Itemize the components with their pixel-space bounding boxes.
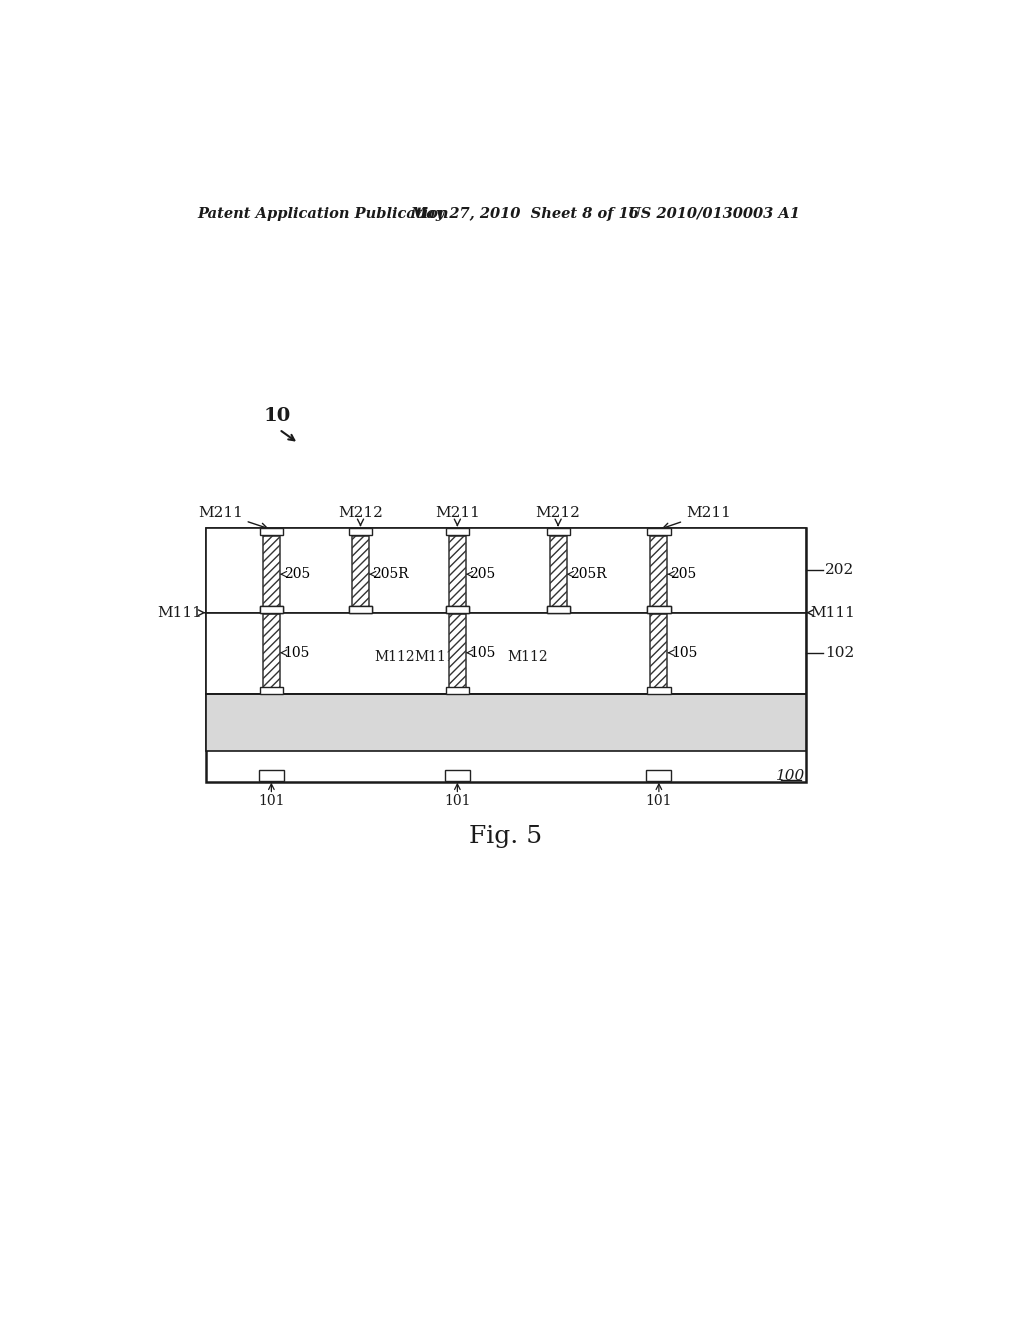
Bar [349, 528, 372, 535]
Bar [449, 536, 466, 611]
Text: May 27, 2010  Sheet 8 of 16: May 27, 2010 Sheet 8 of 16 [411, 207, 640, 220]
Text: M212: M212 [536, 506, 581, 525]
Text: 105: 105 [467, 645, 497, 660]
Bar [547, 528, 569, 535]
Bar [445, 686, 469, 694]
Text: US 2010/0130003 A1: US 2010/0130003 A1 [628, 207, 800, 220]
Bar [260, 606, 283, 612]
Text: 100: 100 [776, 770, 805, 783]
Bar [646, 770, 672, 780]
Text: M112: M112 [508, 649, 549, 664]
Bar [206, 612, 806, 693]
Bar [263, 614, 280, 692]
Text: 105: 105 [281, 645, 310, 660]
Text: 205: 205 [668, 568, 696, 581]
Bar [352, 536, 369, 611]
Bar [206, 528, 806, 781]
Text: 205: 205 [466, 568, 496, 581]
Text: M211: M211 [435, 506, 480, 525]
Text: 105: 105 [669, 645, 697, 660]
Bar [445, 770, 470, 780]
Bar [445, 528, 469, 535]
Bar [445, 606, 469, 612]
Bar [449, 614, 466, 692]
Bar [550, 536, 566, 611]
Bar [263, 536, 280, 611]
Text: Fig. 5: Fig. 5 [469, 825, 542, 847]
Bar [349, 606, 372, 612]
Text: M211: M211 [663, 506, 731, 529]
Text: 102: 102 [824, 645, 854, 660]
Bar [260, 606, 283, 612]
Text: 101: 101 [444, 795, 471, 808]
Bar [650, 536, 668, 611]
Bar [260, 528, 283, 535]
Text: 101: 101 [645, 795, 672, 808]
Bar [260, 686, 283, 694]
Bar [650, 614, 668, 692]
Bar [445, 606, 469, 612]
Bar [206, 693, 806, 751]
Bar [349, 606, 372, 612]
Text: M211: M211 [198, 506, 267, 529]
Bar [547, 606, 569, 612]
Text: Patent Application Publication: Patent Application Publication [198, 207, 450, 220]
Text: M112: M112 [375, 649, 415, 664]
Text: 202: 202 [824, 564, 854, 577]
Bar [647, 528, 671, 535]
Bar [647, 606, 671, 612]
Text: 10: 10 [263, 408, 291, 425]
Text: 205R: 205R [567, 568, 606, 581]
Text: 205R: 205R [370, 568, 409, 581]
Bar [647, 686, 671, 694]
Text: M212: M212 [338, 506, 383, 525]
Bar [547, 606, 569, 612]
Text: 101: 101 [258, 795, 285, 808]
Bar [259, 770, 284, 780]
Text: M111: M111 [157, 606, 202, 619]
Text: 205: 205 [281, 568, 310, 581]
Text: M111: M111 [810, 606, 855, 619]
Bar [647, 606, 671, 612]
Text: M111: M111 [415, 649, 456, 664]
Bar [206, 528, 806, 612]
